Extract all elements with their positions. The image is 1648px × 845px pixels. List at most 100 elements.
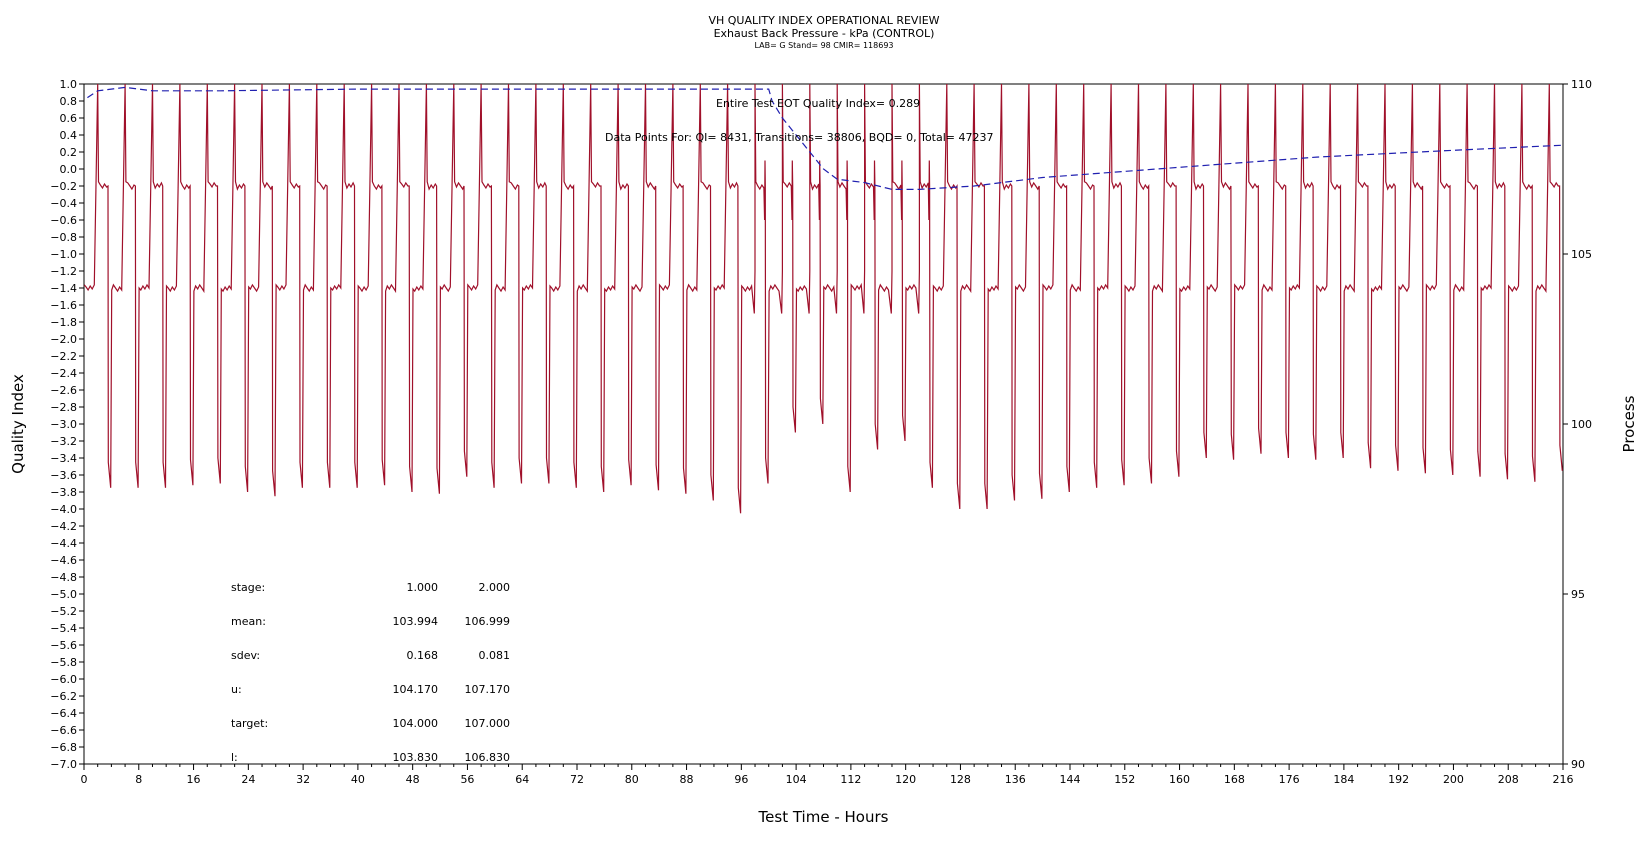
chart-subtitle: Exhaust Back Pressure - kPa (CONTROL): [713, 27, 935, 40]
y-tick-label: −2.6: [50, 384, 77, 397]
y2-tick-label: 95: [1571, 588, 1585, 601]
y-tick-label: 1.0: [60, 78, 78, 91]
y-tick-label: −5.8: [50, 656, 77, 669]
y-tick-label: −3.0: [50, 418, 77, 431]
y-tick-label: −3.4: [50, 452, 77, 465]
stats-row-stage2-value: 2.000: [479, 581, 511, 594]
y-tick-label: −5.4: [50, 622, 77, 635]
stats-row-stage1-value: 1.000: [407, 581, 439, 594]
x-tick-label: 32: [296, 773, 310, 786]
y-tick-label: −2.4: [50, 367, 77, 380]
y2-axis-label: Process: [1620, 395, 1638, 452]
y-tick-label: −5.0: [50, 588, 77, 601]
y-tick-label: −4.6: [50, 554, 77, 567]
x-axis-label: Test Time - Hours: [758, 808, 889, 826]
x-tick-label: 200: [1443, 773, 1464, 786]
x-tick-label: 192: [1388, 773, 1409, 786]
stats-row-stage1-value: 0.168: [407, 649, 439, 662]
x-tick-label: 48: [406, 773, 420, 786]
y-tick-label: −0.4: [50, 197, 77, 210]
y-tick-label: −4.2: [50, 520, 77, 533]
y-tick-label: −3.6: [50, 469, 77, 482]
x-tick-label: 24: [241, 773, 255, 786]
y-tick-label: −1.4: [50, 282, 77, 295]
stats-row-label: target:: [231, 717, 268, 730]
y-tick-label: −4.8: [50, 571, 77, 584]
y2-tick-label: 100: [1571, 418, 1592, 431]
stats-row-label: l:: [231, 751, 238, 764]
x-tick-label: 136: [1005, 773, 1026, 786]
x-tick-label: 168: [1224, 773, 1245, 786]
x-tick-label: 152: [1114, 773, 1135, 786]
y-tick-label: 0.0: [60, 163, 78, 176]
x-tick-label: 104: [786, 773, 807, 786]
stats-row-stage1-value: 103.994: [393, 615, 439, 628]
chart-header: VH QUALITY INDEX OPERATIONAL REVIEW Exha…: [0, 14, 1648, 51]
chart-info: LAB= G Stand= 98 CMIR= 118693: [754, 41, 894, 50]
series-layer: [83, 83, 1564, 514]
x-tick-label: 128: [950, 773, 971, 786]
y-tick-label: −6.8: [50, 741, 77, 754]
process-series: [87, 86, 1564, 190]
y-tick-label: −6.2: [50, 690, 77, 703]
y-tick-label: −1.2: [50, 265, 77, 278]
stats-row-stage2-value: 106.830: [465, 751, 511, 764]
eot-quality-index-annotation: Entire Test EOT Quality Index= 0.289: [716, 97, 920, 110]
x-tick-label: 208: [1498, 773, 1519, 786]
y-tick-label: −6.0: [50, 673, 77, 686]
y-tick-label: −5.6: [50, 639, 77, 652]
y-tick-label: −2.8: [50, 401, 77, 414]
y-tick-label: −5.2: [50, 605, 77, 618]
y-tick-label: −1.8: [50, 316, 77, 329]
stats-row-stage2-value: 0.081: [479, 649, 511, 662]
stats-row-stage1-value: 103.830: [393, 751, 439, 764]
x-tick-label: 64: [515, 773, 529, 786]
x-tick-label: 176: [1279, 773, 1300, 786]
x-tick-label: 184: [1333, 773, 1354, 786]
y-axis-label: Quality Index: [9, 374, 27, 474]
stats-row-label: stage:: [231, 581, 265, 594]
stats-row-label: sdev:: [231, 649, 260, 662]
y-tick-label: 0.4: [60, 129, 78, 142]
y2-tick-label: 90: [1571, 758, 1585, 771]
y-tick-label: −2.2: [50, 350, 77, 363]
y-tick-label: −0.6: [50, 214, 77, 227]
stats-row-stage1-value: 104.000: [393, 717, 439, 730]
stats-row-label: u:: [231, 683, 242, 696]
axes-layer: [79, 83, 1568, 770]
y-tick-label: −1.0: [50, 248, 77, 261]
y-tick-label: −0.8: [50, 231, 77, 244]
x-tick-label: 120: [895, 773, 916, 786]
y-tick-label: −7.0: [50, 758, 77, 771]
stats-row-stage1-value: 104.170: [393, 683, 439, 696]
stats-row-label: mean:: [231, 615, 266, 628]
y-tick-label: 0.6: [60, 112, 78, 125]
quality-index-series: [83, 83, 1563, 514]
stats-row-stage2-value: 107.170: [465, 683, 511, 696]
x-tick-label: 0: [81, 773, 88, 786]
x-tick-label: 144: [1060, 773, 1081, 786]
y-tick-label: 0.8: [60, 95, 78, 108]
x-tick-label: 8: [135, 773, 142, 786]
data-points-annotation: Data Points For: QI= 8431, Transitions= …: [605, 131, 994, 144]
x-tick-label: 56: [460, 773, 474, 786]
x-tick-label: 216: [1553, 773, 1574, 786]
x-tick-label: 88: [680, 773, 694, 786]
y-tick-label: −4.0: [50, 503, 77, 516]
y-tick-label: −6.4: [50, 707, 77, 720]
stats-row-stage2-value: 106.999: [465, 615, 511, 628]
x-tick-label: 96: [734, 773, 748, 786]
y-tick-label: −1.6: [50, 299, 77, 312]
chart-title: VH QUALITY INDEX OPERATIONAL REVIEW: [708, 14, 940, 27]
y2-tick-label: 110: [1571, 78, 1592, 91]
x-tick-label: 160: [1169, 773, 1190, 786]
x-tick-label: 72: [570, 773, 584, 786]
x-tick-label: 40: [351, 773, 365, 786]
labels-layer: 1.0 0.8 0.6 0.4 0.2 0.0 −0.2 −0.4 −0.6 −0.8 −1.0 −1…: [9, 78, 1638, 826]
y-tick-label: −6.6: [50, 724, 77, 737]
stats-row-stage2-value: 107.000: [465, 717, 511, 730]
x-tick-label: 80: [625, 773, 639, 786]
y2-tick-label: 105: [1571, 248, 1592, 261]
y-tick-label: −3.2: [50, 435, 77, 448]
